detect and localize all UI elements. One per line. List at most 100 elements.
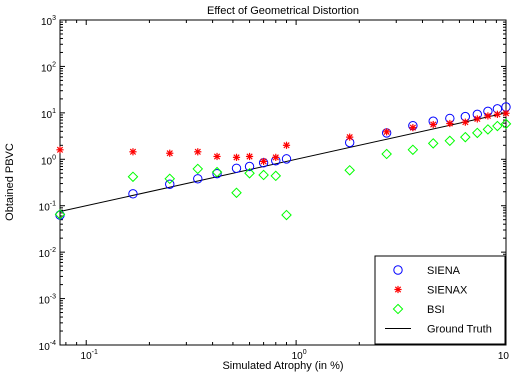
bsi-point [281,209,292,221]
sienax-point-stroke [430,121,437,128]
sienax-point [272,153,280,161]
bsi-point [381,148,392,160]
bsi-point [427,138,439,149]
legend-label: SIENA [427,265,461,277]
sienax-point-stroke [272,154,279,161]
y-tick-label-base: 10 [41,63,53,74]
sienax-point [473,115,481,123]
legend-marker-bsi [392,303,404,315]
sienax-point [429,120,437,129]
sienax-point-stroke [383,128,390,135]
sienax-point [194,148,202,156]
bsi-point [270,170,282,182]
sienax-point-stroke [213,153,221,160]
bsi-point [344,164,355,176]
y-axis-title: Obtained PBVC [4,143,16,221]
siena-point [281,154,292,164]
bsi-point [472,127,483,139]
bsi-point [460,131,471,143]
y-tick-label: 103 [41,15,56,28]
y-tick-label-base: 10 [39,249,51,260]
bsi-point [231,187,242,199]
sienax-point-stroke [283,142,290,149]
siena-point [128,189,138,199]
legend: SIENA SIENAX BSI Ground Truth [374,255,506,345]
bsi-point [258,169,269,181]
y-tick-label: 102 [41,61,56,74]
sienax-point [383,128,391,136]
y-tick-label-exponent: -1 [50,201,56,208]
sienax-point-stroke [484,112,492,120]
y-tick-label-exponent: -3 [50,294,56,301]
legend-label: SIENAX [427,285,468,297]
sienax-point-stroke [474,115,481,123]
bsi-point [244,167,255,179]
y-tick-label-base: 10 [39,342,51,353]
siena-point [244,161,255,172]
sienax-point [129,148,137,156]
sienax-point [166,149,174,157]
y-tick-label: 10-3 [39,294,56,307]
sienax-point-stroke [446,120,453,127]
bsi-point [500,118,512,130]
siena-point [231,163,242,173]
data-points [54,102,512,221]
sienax-point [259,157,268,166]
y-tick-label: 10-1 [39,201,56,214]
x-axis-title: Simulated Atrophy (in %) [222,360,343,372]
sienax-point-stroke [502,110,510,117]
legend-marker-sienax [394,285,402,294]
y-tick-label: 100 [41,154,56,167]
siena-point [165,179,175,189]
y-tick-label-exponent: 0 [52,154,56,161]
y-tick-label-exponent: 1 [52,108,56,115]
y-tick-label: 10-4 [39,340,56,353]
sienax-point [446,119,454,128]
sienax-point-stroke [462,119,469,126]
y-tick-label-base: 10 [41,156,53,167]
x-tick-label: 10 [498,351,510,362]
y-tick-label: 10-2 [39,247,56,260]
sienax-point-stroke [494,111,501,118]
bsi-point [492,120,503,132]
legend-box [374,255,506,345]
y-tick-label-base: 10 [39,296,51,307]
sienax-point [346,133,354,141]
legend-label: BSI [427,304,445,316]
x-tick-label-base: 10 [498,351,510,362]
bsi-point [192,163,204,175]
legend-label: Ground Truth [427,324,492,336]
sienax-point-stroke [409,124,416,131]
sienax-point [232,153,241,161]
x-tick-label: 10-1 [81,349,98,362]
sienax-point-stroke [166,150,173,157]
x-tick-label-exponent: -1 [92,349,98,356]
y-tick-label-exponent: 3 [52,15,56,22]
y-tick-label-exponent: 2 [52,61,56,68]
x-tick-label: 100 [292,349,307,362]
x-tick-label-exponent: 0 [303,349,307,356]
x-tick-label-base: 10 [81,351,93,362]
sienax-point-stroke [56,146,64,153]
y-tick-label-base: 10 [41,110,53,121]
bsi-point [444,135,456,147]
sienax-point [502,109,510,117]
sienax-point [461,118,469,126]
y-tick-label: 101 [41,108,56,121]
chart-title: Effect of Geometrical Distortion [207,5,359,17]
y-tick-label-exponent: -4 [50,340,56,347]
sienax-point [484,112,492,120]
legend-marker-sienax-stroke [394,286,402,293]
sienax-point-stroke [194,148,201,155]
y-tick-label-base: 10 [39,203,51,214]
bsi-point [482,124,494,135]
sienax-point [493,110,502,118]
x-tick-label-base: 10 [292,351,304,362]
sienax-point-stroke [260,158,267,165]
ground-truth-line [59,112,507,213]
y-tick-label-exponent: -2 [50,247,56,254]
sienax-point [282,141,291,149]
siena-point [193,174,203,184]
